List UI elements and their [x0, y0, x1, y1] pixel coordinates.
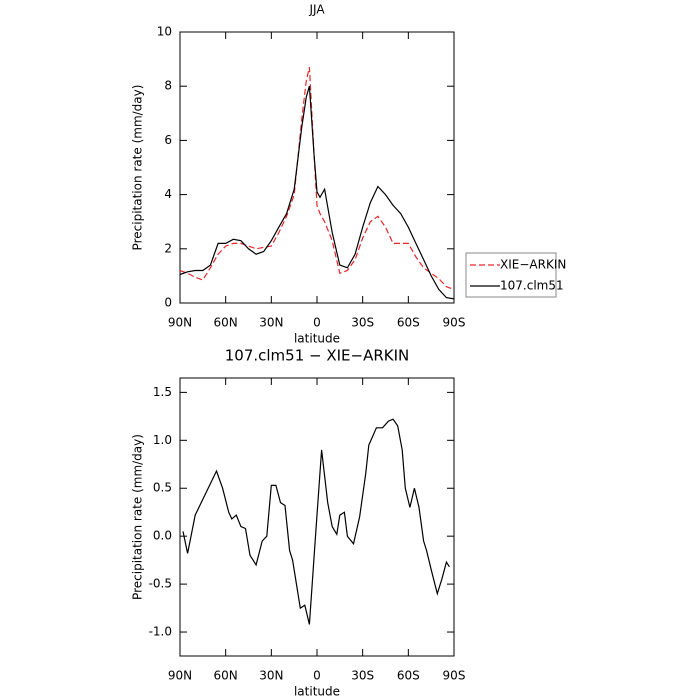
y-tick-label: 2 [164, 241, 172, 255]
x-tick-label: 90N [168, 316, 192, 330]
y-tick-label: -1.0 [149, 625, 172, 639]
y-axis-label: Precipitation rate (mm/day) [131, 434, 145, 600]
legend-box [465, 252, 557, 298]
data-line [179, 86, 455, 300]
y-tick-label: 0.0 [153, 529, 172, 543]
y-tick-label: 0 [164, 296, 172, 310]
legend-label: 107.clm51 [500, 279, 564, 293]
x-tick-label: 30N [259, 316, 283, 330]
legend-label: XIE−ARKIN [500, 258, 566, 272]
y-tick-label: 4 [164, 187, 172, 201]
x-tick-label: 60S [397, 669, 420, 683]
data-line [182, 418, 450, 625]
y-tick-label: 6 [164, 133, 172, 147]
x-tick-label: 90N [168, 669, 192, 683]
y-tick-label: 1.0 [153, 433, 172, 447]
x-tick-label: 30S [351, 669, 374, 683]
y-tick-label: 8 [164, 79, 172, 93]
x-tick-label: 60S [397, 316, 420, 330]
x-tick-label: 90S [443, 316, 466, 330]
x-tick-label: 60N [214, 669, 238, 683]
x-tick-label: 30S [351, 316, 374, 330]
y-tick-label: -0.5 [149, 577, 172, 591]
x-tick-label: 30N [259, 669, 283, 683]
x-axis-label: latitude [294, 332, 340, 346]
y-tick-label: 1.5 [153, 385, 172, 399]
y-tick-label: 0.5 [153, 481, 172, 495]
x-tick-label: 0 [313, 669, 321, 683]
y-tick-label: 10 [157, 25, 172, 39]
chart-title: JJA [308, 3, 325, 17]
plot-frame [179, 31, 455, 304]
chart-title: 107.clm51 − XIE−ARKIN [225, 347, 410, 365]
x-axis-label: latitude [294, 685, 340, 699]
x-tick-label: 0 [313, 316, 321, 330]
x-tick-label: 90S [443, 669, 466, 683]
y-axis-label: Precipitation rate (mm/day) [131, 85, 145, 251]
x-tick-label: 60N [214, 316, 238, 330]
data-line [179, 67, 455, 290]
